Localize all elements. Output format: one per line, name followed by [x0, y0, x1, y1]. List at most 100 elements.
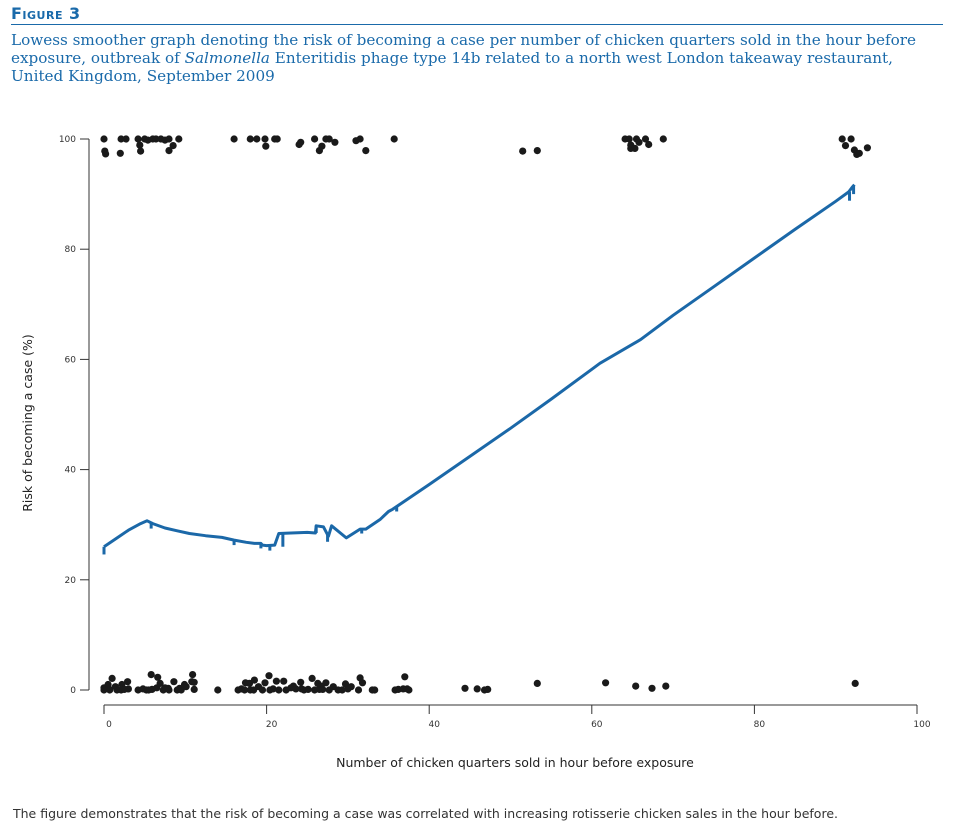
case-point — [318, 142, 326, 150]
non-case-point — [602, 679, 610, 687]
y-tick-label: 40 — [65, 466, 77, 476]
non-case-point — [147, 671, 155, 679]
case-point — [230, 135, 238, 143]
non-case-point — [190, 678, 198, 686]
lowess-curve-layer — [102, 183, 856, 555]
non-case-point — [338, 686, 346, 694]
case-point — [137, 147, 145, 155]
non-case-point — [533, 679, 541, 688]
x-axis-title: Number of chicken quarters sold in hour … — [336, 755, 694, 770]
non-case-point — [473, 685, 481, 693]
case-point — [100, 135, 108, 143]
case-point — [262, 142, 270, 150]
caption-part-2: Enteritidis phage type 14b related to a … — [11, 49, 893, 85]
non-case-point — [165, 686, 173, 694]
non-case-point — [269, 685, 277, 693]
non-case-point — [275, 686, 283, 694]
figure-footnote: The figure demonstrates that the risk of… — [13, 806, 838, 821]
x-tick-label: 0 — [106, 720, 112, 730]
case-point — [311, 135, 319, 143]
case-point — [165, 147, 173, 155]
y-tick-label: 60 — [65, 355, 77, 365]
case-point — [863, 144, 872, 152]
non-case-point — [214, 686, 222, 694]
figure-caption: Lowess smoother graph denoting the risk … — [11, 31, 931, 85]
non-case-point — [241, 686, 249, 694]
case-point — [362, 147, 370, 155]
case-point — [116, 149, 124, 157]
case-point — [134, 135, 142, 143]
case-point — [635, 138, 643, 146]
non-case-point — [297, 678, 305, 686]
caption-part-1: Lowess smoother graph denoting the risk … — [11, 31, 917, 67]
y-tick-label: 0 — [70, 686, 76, 696]
case-point — [390, 135, 398, 143]
non-case-point — [304, 685, 312, 694]
non-case-point — [851, 679, 859, 688]
non-case-point — [648, 684, 656, 692]
non-case-point — [261, 679, 269, 687]
case-point — [246, 135, 254, 143]
x-tick-label: 60 — [591, 720, 603, 730]
chart-axes: 0 20 40 60 80 100 0 20 40 60 80 100 — [59, 135, 931, 730]
case-point — [253, 135, 261, 143]
case-point — [325, 135, 333, 143]
non-case-point — [354, 686, 363, 694]
non-case-point — [371, 686, 379, 694]
non-case-point — [272, 677, 280, 685]
lowess-chart: 0 20 40 60 80 100 0 20 40 60 80 100 Number of chick… — [20, 135, 931, 770]
non-case-point — [401, 673, 409, 681]
case-point — [165, 135, 173, 143]
non-case-point — [322, 679, 330, 687]
case-point — [169, 142, 177, 150]
non-case-point — [154, 673, 162, 681]
y-tick-label: 80 — [65, 245, 77, 255]
x-tick-label: 20 — [266, 720, 278, 730]
case-point — [645, 140, 653, 149]
x-tick-label: 80 — [754, 720, 766, 730]
non-case-point — [108, 674, 116, 683]
case-point — [631, 144, 639, 152]
x-tick-label: 100 — [913, 720, 930, 730]
caption-italic: Salmonella — [184, 49, 270, 67]
non-case-point — [124, 678, 132, 686]
case-point — [122, 135, 130, 143]
non-case-point — [461, 684, 469, 692]
non-case-point — [632, 682, 640, 690]
non-case-point — [124, 685, 132, 693]
case-point — [641, 135, 650, 143]
y-tick-label: 100 — [59, 135, 76, 145]
case-point — [659, 135, 667, 143]
x-tick-label: 40 — [428, 720, 440, 730]
case-point — [855, 149, 863, 157]
non-case-point — [319, 685, 327, 694]
y-axis-title: Risk of becoming a case (%) — [20, 334, 35, 512]
non-case-point — [405, 686, 413, 694]
non-case-point — [308, 674, 316, 683]
case-point — [273, 135, 281, 143]
case-point — [847, 135, 855, 143]
non-case-point — [358, 679, 367, 687]
non-case-point — [347, 683, 355, 691]
non-case-point — [280, 677, 288, 685]
figure-title-rule — [11, 24, 943, 25]
non-case-point — [258, 686, 267, 694]
case-point — [519, 147, 527, 155]
case-point — [533, 147, 541, 155]
non-case-point — [189, 671, 197, 679]
case-point — [175, 135, 183, 143]
lowess-curve — [103, 183, 856, 548]
case-point — [841, 142, 850, 150]
y-tick-label: 20 — [65, 576, 77, 586]
case-point — [838, 135, 846, 143]
case-point — [331, 138, 339, 146]
non-case-point — [265, 672, 273, 680]
non-case-point — [250, 676, 258, 684]
case-point — [136, 141, 144, 149]
non-case-point — [484, 685, 492, 694]
case-point — [102, 150, 110, 158]
non-case-point — [662, 682, 670, 690]
non-case-point — [292, 685, 300, 693]
non-case-point — [182, 683, 190, 691]
data-points-layer — [100, 135, 872, 694]
